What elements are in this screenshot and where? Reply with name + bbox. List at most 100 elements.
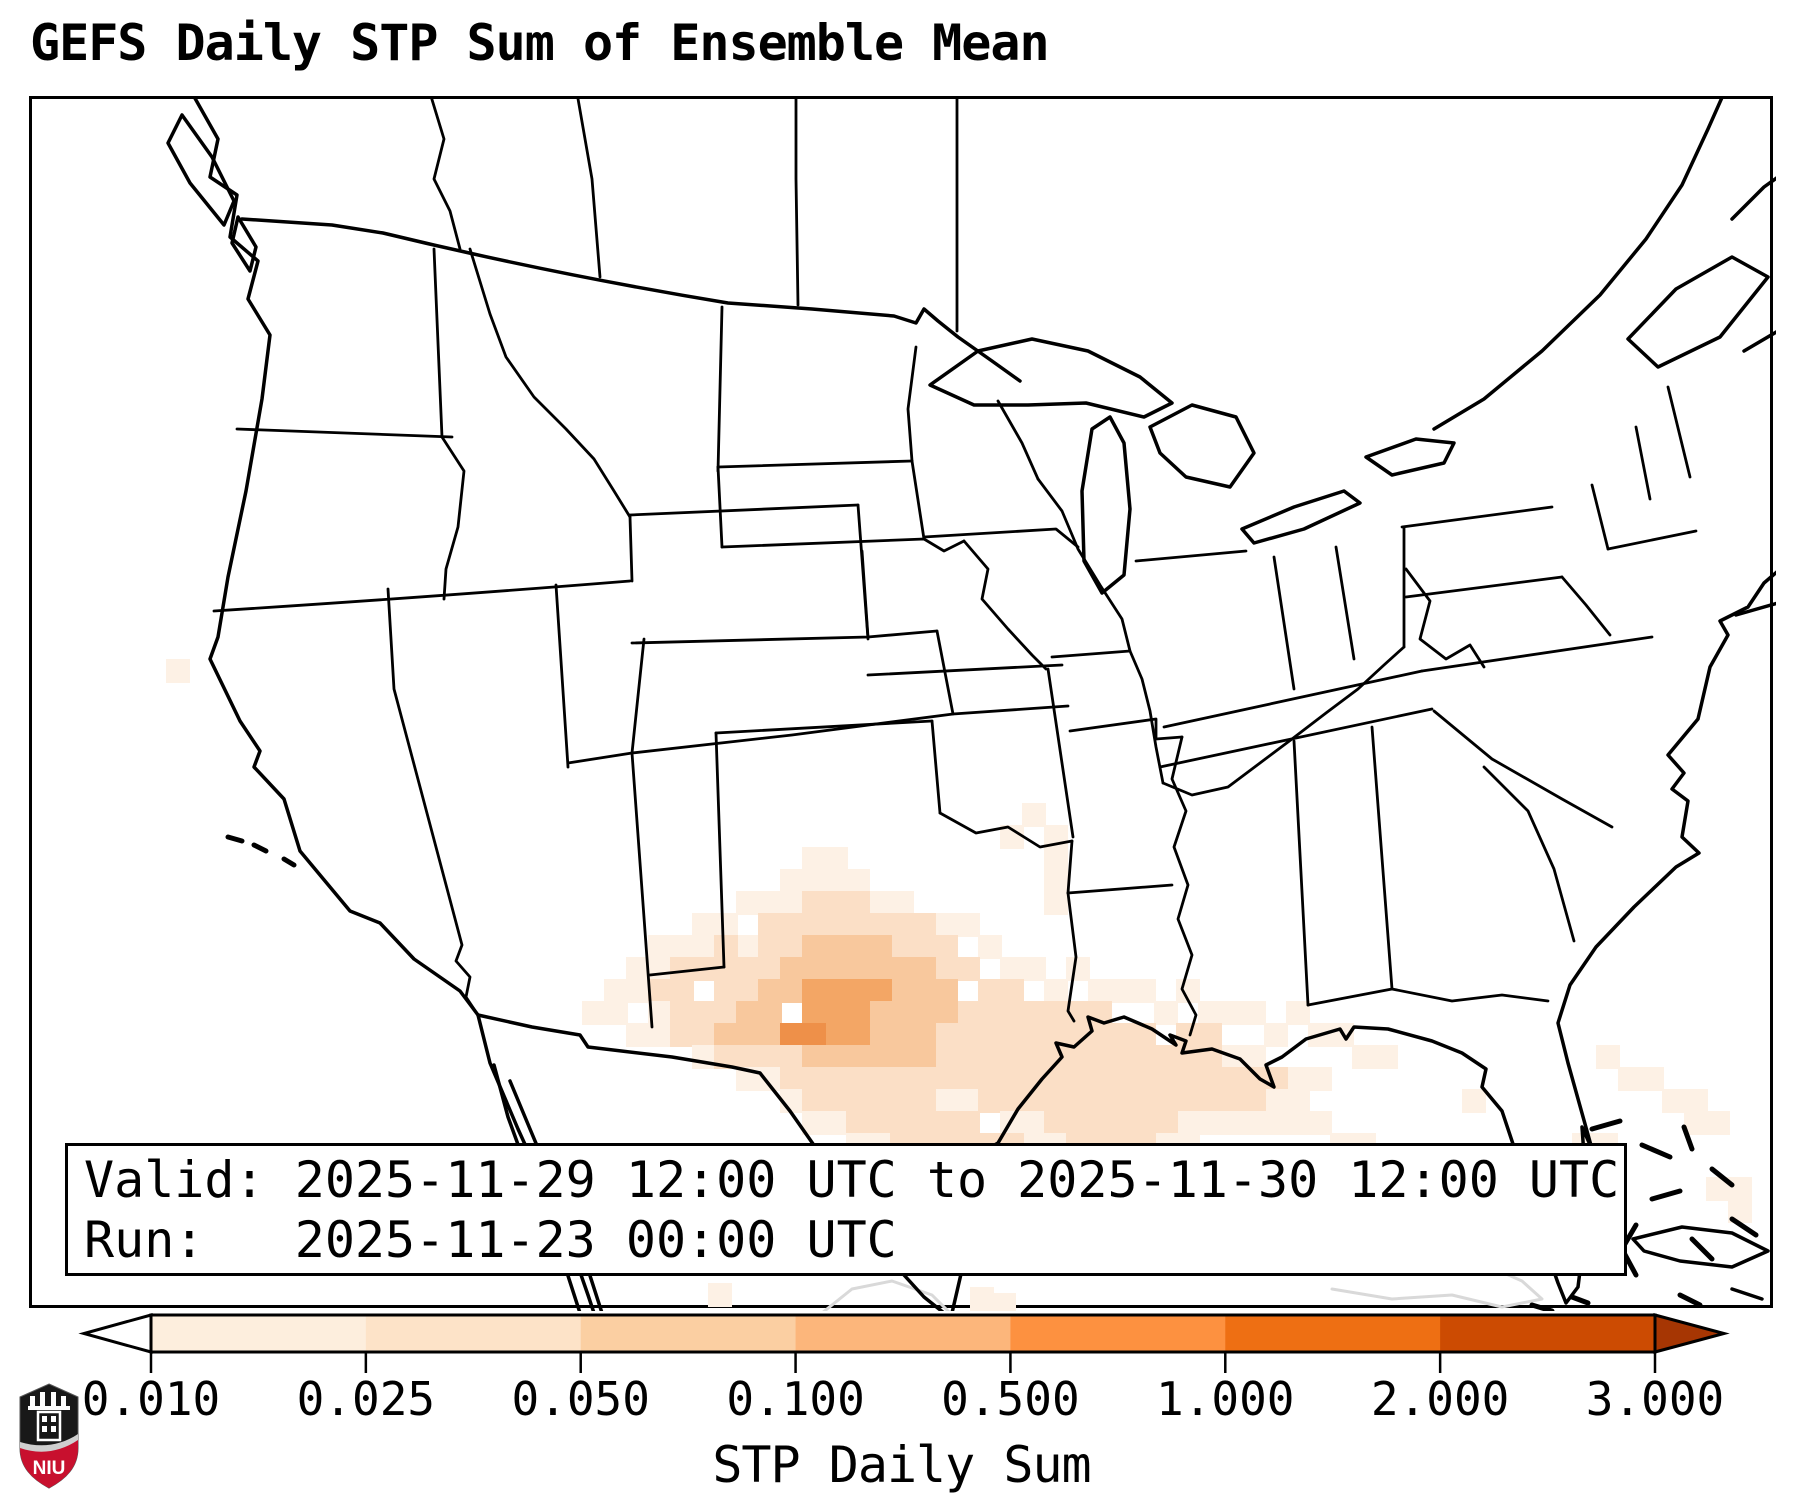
stp-grid-cell (890, 1089, 914, 1113)
stp-grid-cell (604, 1001, 628, 1025)
map-panel (29, 96, 1776, 1311)
stp-grid-cell (824, 1023, 848, 1047)
stp-grid-cell (1286, 1111, 1310, 1135)
colorbar-segment (1440, 1315, 1656, 1352)
stp-grid-cell (670, 957, 694, 981)
pa-north-border (1400, 505, 1554, 529)
stp-grid-cell (1088, 979, 1112, 1003)
stp-grid-cell (956, 1023, 980, 1047)
pa-east-border (1560, 575, 1612, 637)
stp-grid-cell (846, 1045, 870, 1069)
stp-grid-cell (802, 1001, 826, 1025)
stp-grid-cell (802, 869, 826, 893)
colorbar-segment (151, 1315, 367, 1352)
stp-grid-cell (1044, 1111, 1068, 1135)
stp-grid-cell (1198, 1001, 1222, 1025)
stp-grid-cell (1374, 1045, 1398, 1069)
cuba-black-east (1631, 1225, 1770, 1301)
stp-grid-cell (670, 979, 694, 1003)
parallel-42-border (212, 579, 632, 613)
stp-grid-cell (1022, 1045, 1046, 1069)
nc-sc-border (1432, 709, 1614, 829)
stp-grid-cell (1352, 1045, 1376, 1069)
stp-grid-cell (1308, 1067, 1332, 1091)
colorbar-tick-label: 2.000 (1371, 1372, 1509, 1426)
stp-grid-cell (868, 1089, 892, 1113)
stp-grid-cell (846, 957, 870, 981)
stp-grid-cell (604, 979, 628, 1003)
stp-grid-cell (736, 891, 760, 915)
stp-grid-cell (1110, 1111, 1134, 1135)
stp-grid-cell (670, 1001, 694, 1025)
stp-grid-cell (1044, 1001, 1068, 1025)
stp-grid-cell (780, 979, 804, 1003)
stp-grid-cell (1022, 957, 1046, 981)
stp-grid-cell (1154, 1001, 1178, 1025)
stp-grid-cell (780, 1045, 804, 1069)
mn-ia-border (922, 527, 1080, 549)
stp-grid-cell (1110, 1023, 1134, 1047)
stp-grid-cell (934, 1001, 958, 1025)
stp-grid-cell (978, 1045, 1002, 1069)
sd-ne-border (720, 537, 966, 553)
vt-nh-border (1634, 425, 1652, 501)
vancouver-island (166, 113, 258, 273)
sd-mn-border (910, 459, 926, 541)
stp-grid-cell (626, 979, 650, 1003)
ks-mo-ok-ar-border (1046, 667, 1075, 839)
stp-grid-cell (912, 979, 936, 1003)
wv-border (1404, 567, 1486, 669)
stp-grid-cell (1132, 1111, 1156, 1135)
stp-grid-cell (1462, 1089, 1486, 1113)
stp-grid-cell (1264, 1089, 1288, 1113)
stp-grid-cell (1198, 1089, 1222, 1113)
stp-grid-cell (1154, 1067, 1178, 1091)
stp-grid-cell (824, 1089, 848, 1113)
ca-nv-border (386, 587, 480, 1017)
nh-me-border (1666, 385, 1692, 479)
stp-grid-cell (956, 1045, 980, 1069)
stp-grid-cell (802, 1045, 826, 1069)
stp-grid-cell (692, 1023, 716, 1047)
stp-grid-cell (1662, 1089, 1686, 1113)
red-river-border (938, 811, 1074, 849)
stp-grid-cell (780, 913, 804, 937)
stp-grid-cell (868, 979, 892, 1003)
stp-grid-cell (934, 1089, 958, 1113)
state-borders (212, 247, 1698, 1037)
stp-grid-cell (868, 891, 892, 915)
stp-grid-cell (1066, 1067, 1090, 1091)
stp-grid-cell (1044, 1089, 1068, 1113)
stp-grid-cell (670, 935, 694, 959)
stp-grid-cell (736, 957, 760, 981)
stp-grid-cell (846, 1023, 870, 1047)
wy-co-north-border (630, 629, 939, 645)
stp-grid-cell (1198, 1023, 1222, 1047)
stp-grid-cell (736, 979, 760, 1003)
stp-grid-cell (978, 979, 1002, 1003)
al-ga-border (1370, 725, 1394, 991)
colorbar-outline (149, 1313, 1657, 1354)
stp-grid-cell (1286, 1089, 1310, 1113)
ms-al-border (1292, 739, 1310, 1007)
stp-grid-cell (1044, 891, 1068, 915)
ar-la-border (1066, 883, 1174, 895)
colorbar-tick-label: 0.010 (82, 1372, 220, 1426)
colorbar-svg: 0.010 0.025 0.050 0.100 0.500 1.000 2.000 3.000 (78, 1313, 1730, 1426)
stp-grid-cell (802, 847, 826, 871)
niu-shield-red-base (20, 1440, 78, 1488)
stp-grid-cell (912, 1067, 936, 1091)
stp-grid-cell (824, 1067, 848, 1091)
stp-grid-cell (1066, 1045, 1090, 1069)
stp-grid-cell (868, 913, 892, 937)
stp-grid-cell (956, 957, 980, 981)
stp-grid-cell (890, 1045, 914, 1069)
stp-grid-cell (626, 1023, 650, 1047)
stp-grid-cell (934, 957, 958, 981)
us-canada-border (240, 217, 1022, 383)
ia-mo-border (1050, 649, 1132, 659)
stp-grid-cell (708, 1283, 732, 1307)
stp-grid-cell (1706, 1111, 1730, 1135)
stp-grid-cell (846, 913, 870, 937)
stp-grid-cell (648, 935, 672, 959)
